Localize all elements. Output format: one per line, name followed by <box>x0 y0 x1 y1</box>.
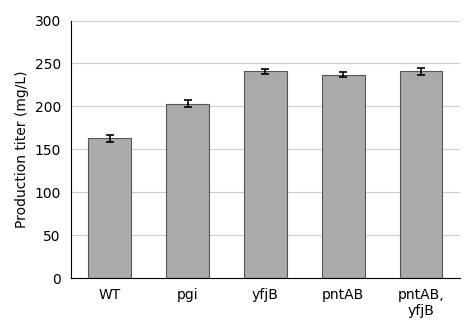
Bar <box>399 71 442 278</box>
Bar <box>88 138 131 278</box>
Bar <box>322 75 364 278</box>
Bar <box>244 71 287 278</box>
Y-axis label: Production titer (mg/L): Production titer (mg/L) <box>15 71 29 228</box>
Bar <box>166 104 209 278</box>
